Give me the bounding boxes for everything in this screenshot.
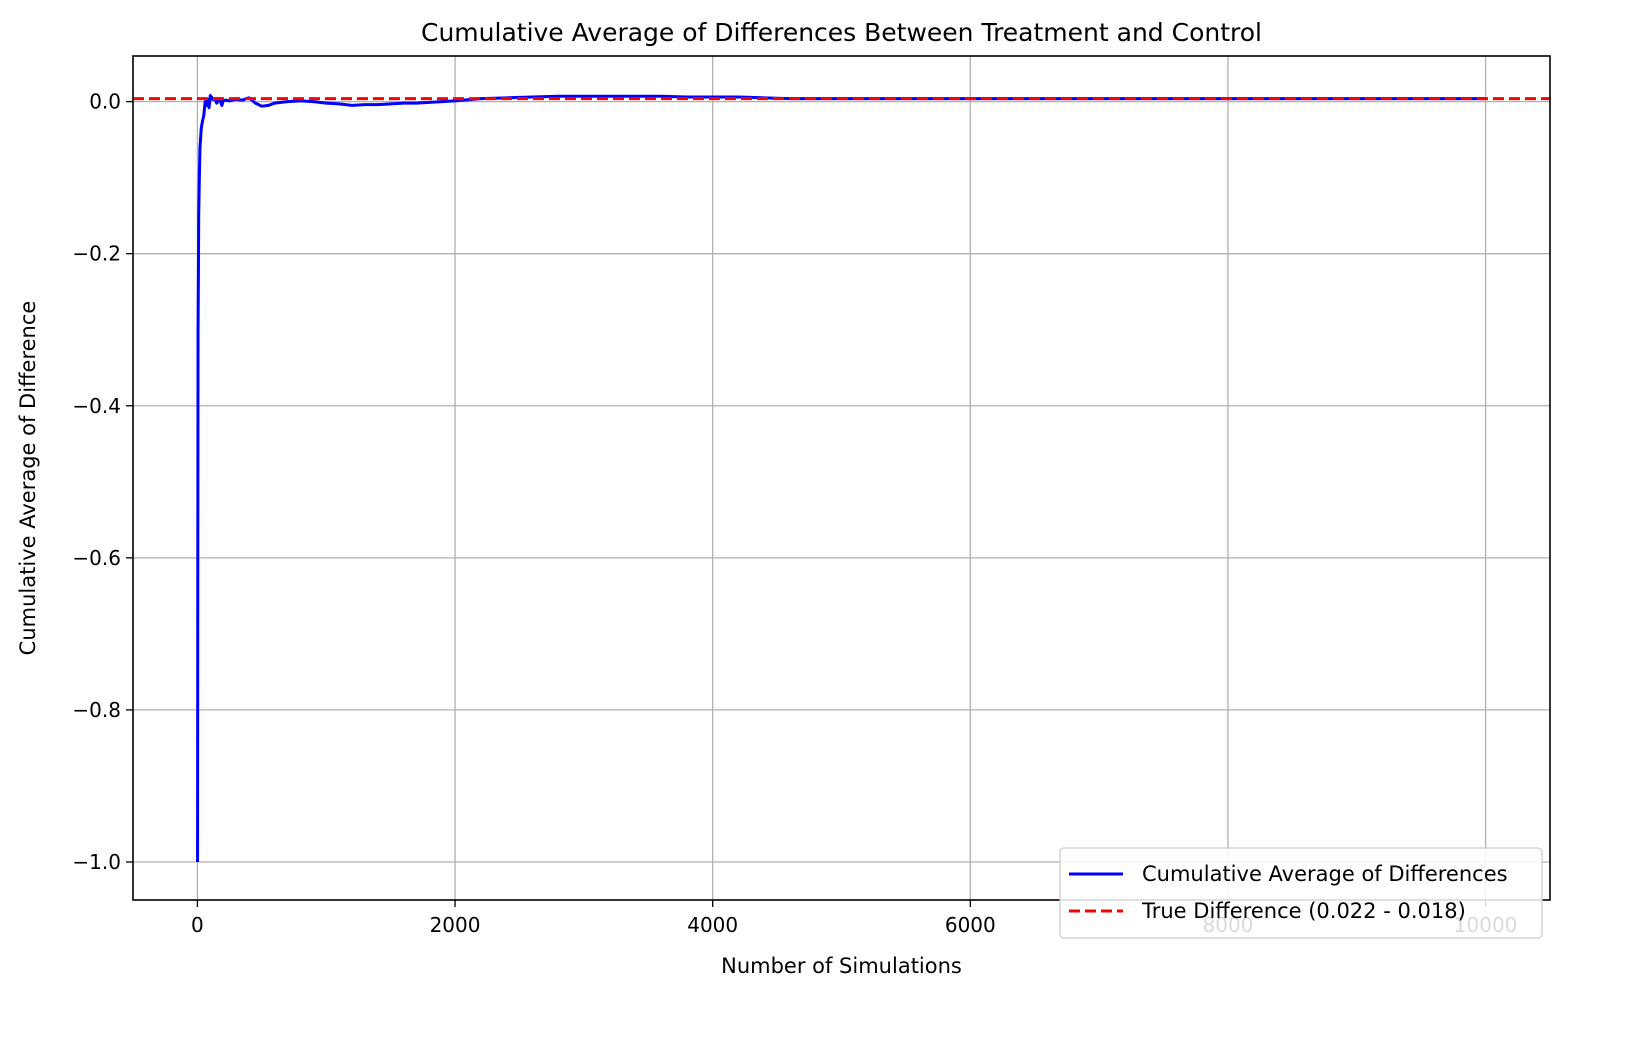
grid [133,56,1550,900]
y-tick-label: −0.6 [72,546,121,570]
y-tick-label: −0.2 [72,242,121,266]
plot-frame [132,55,1551,901]
x-tick-label: 0 [191,913,204,937]
series-layer [133,94,1550,862]
x-tick-label: 2000 [430,913,481,937]
y-tick-label: −0.4 [72,394,121,418]
x-tick-label: 4000 [687,913,738,937]
legend: Cumulative Average of Differences True D… [1059,847,1543,939]
y-tick-label: 0.0 [89,90,121,114]
y-tick-label: −0.8 [72,698,121,722]
x-tick-label: 6000 [945,913,996,937]
legend-box [1059,847,1543,939]
legend-label-cumulative-average: Cumulative Average of Differences [1142,862,1508,886]
y-axis-label: Cumulative Average of Difference [16,301,40,656]
x-axis-label: Number of Simulations [721,954,962,978]
chart-title: Cumulative Average of Differences Betwee… [421,18,1262,47]
legend-label-true-difference: True Difference (0.022 - 0.018) [1141,899,1466,923]
y-tick-label: −1.0 [72,850,121,874]
